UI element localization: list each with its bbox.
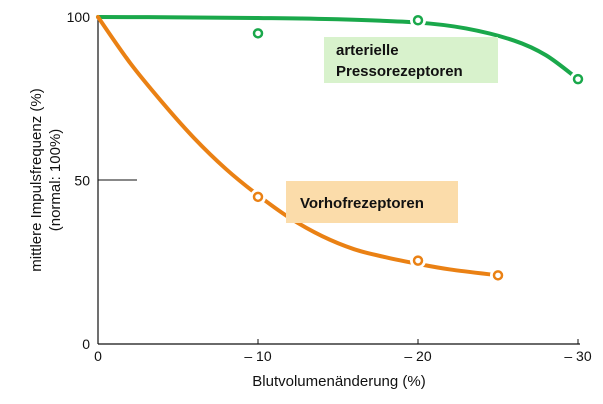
y-tick-label: 50 [74,173,90,189]
series-label-atrial: Vorhofrezeptoren [286,181,458,223]
data-point [492,270,504,281]
y-tick-label: 100 [67,9,91,25]
series-label-arterial-line2: Pressorezeptoren [336,63,463,80]
x-axis-title: Blutvolumenänderung (%) [252,373,425,390]
y-tick-label: 0 [82,336,90,352]
data-point [252,191,264,203]
series-label-arterial: arterielle Pressorezeptoren [324,37,498,83]
series-label-arterial-bg [324,37,498,83]
x-tick-label: – 20 [404,348,431,364]
series-label-arterial-line1: arterielle [336,42,399,59]
data-point [572,73,584,85]
series-label-atrial-line1: Vorhofrezeptoren [300,195,424,212]
y-axis-title-line2: (normal: 100%) [47,129,64,232]
data-point [412,15,424,26]
data-point [412,255,424,266]
x-tick-label: – 10 [244,348,271,364]
axes [97,17,580,345]
x-tick-label: 0 [94,348,102,364]
ticks: 0 – 10 – 20 – 30 0 50 100 [67,9,592,364]
series-label-atrial-bg [286,181,458,223]
x-tick-label: – 30 [564,348,591,364]
data-point [252,28,264,39]
points [250,12,586,284]
y-axis-title-line1: mittlere Impulsfrequenz (%) [28,88,45,271]
